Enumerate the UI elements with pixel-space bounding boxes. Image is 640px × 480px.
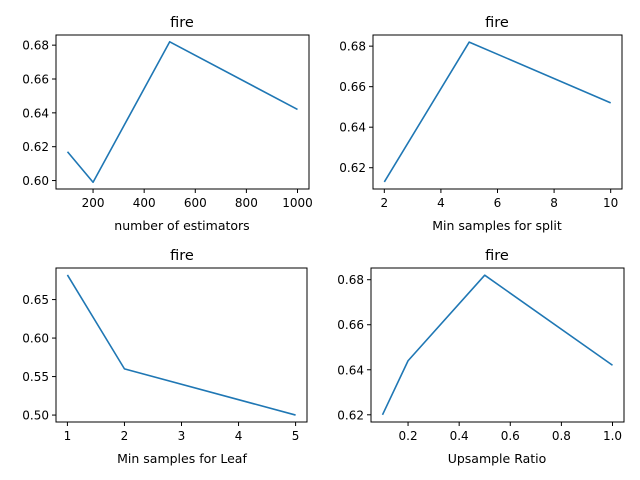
subplot-min-leaf: 1 2 3 4 5 0.50 0.55 0.60 0.65 fire Min samples f… xyxy=(22,248,308,466)
subplot-min-split: 2 4 6 8 10 0.62 0.64 0.66 0.68 fire Min samples … xyxy=(339,15,623,233)
y-tick-label-4-3: 0.68 xyxy=(337,273,364,287)
x-tick-label-3-3: 4 xyxy=(235,429,243,443)
axes-frame-1 xyxy=(55,34,310,190)
y-tick-label-2-1: 0.64 xyxy=(339,121,366,135)
series-line-3 xyxy=(66,274,296,416)
x-axis-label-1: number of estimators xyxy=(114,218,249,233)
y-tick-label-2-0: 0.62 xyxy=(339,161,366,175)
y-tick-label-3-0: 0.50 xyxy=(22,409,49,423)
x-tick-label-2-4: 10 xyxy=(603,196,618,210)
x-tick-label-4-3: 0.8 xyxy=(552,429,571,443)
plot-area-1: 200 400 600 800 1000 0.60 0.62 0.64 0.66 0.68 xyxy=(22,34,313,210)
series-line-4 xyxy=(381,274,613,416)
y-tick-label-1-4: 0.68 xyxy=(22,39,49,53)
plot-area-2: 2 4 6 8 10 0.62 0.64 0.66 0.68 xyxy=(339,34,623,210)
series-line-1 xyxy=(66,40,298,184)
chart-title-3: fire xyxy=(170,248,194,264)
y-tick-label-1-3: 0.66 xyxy=(22,73,49,87)
x-tick-label-2-1: 4 xyxy=(437,196,445,210)
x-tick-label-3-1: 2 xyxy=(121,429,129,443)
y-tick-label-3-1: 0.55 xyxy=(22,370,49,384)
x-axis-label-3: Min samples for Leaf xyxy=(117,451,247,466)
y-tick-label-1-2: 0.64 xyxy=(22,106,49,120)
plot-area-3: 1 2 3 4 5 0.50 0.55 0.60 0.65 xyxy=(22,267,308,443)
x-tick-label-4-4: 1.0 xyxy=(603,429,622,443)
y-tick-label-1-1: 0.62 xyxy=(22,140,49,154)
subplot-estimators: 200 400 600 800 1000 0.60 0.62 0.64 0.66 0.68 fir… xyxy=(22,15,312,233)
chart-title-4: fire xyxy=(485,248,509,264)
y-tick-label-1-0: 0.60 xyxy=(22,174,49,188)
x-tick-label-1-1: 400 xyxy=(133,196,156,210)
axes-frame-4 xyxy=(370,267,625,423)
x-tick-label-4-0: 0.2 xyxy=(399,429,418,443)
chart-title-1: fire xyxy=(170,15,194,31)
x-tick-label-1-3: 800 xyxy=(235,196,258,210)
y-tick-label-4-2: 0.66 xyxy=(337,318,364,332)
x-tick-label-4-1: 0.4 xyxy=(450,429,469,443)
x-tick-label-2-2: 6 xyxy=(494,196,502,210)
x-axis-label-4: Upsample Ratio xyxy=(448,451,547,466)
x-tick-label-1-4: 1000 xyxy=(282,196,313,210)
y-tick-label-3-3: 0.65 xyxy=(22,293,49,307)
x-tick-label-3-2: 3 xyxy=(178,429,186,443)
x-tick-label-1-2: 600 xyxy=(184,196,207,210)
y-tick-label-3-2: 0.60 xyxy=(22,332,49,346)
x-tick-label-2-0: 2 xyxy=(380,196,388,210)
subplot-upsample: 0.2 0.4 0.6 0.8 1.0 0.62 0.64 0.66 0.68 fire Ups… xyxy=(337,248,625,466)
y-tick-label-2-3: 0.68 xyxy=(339,40,366,54)
y-tick-label-4-0: 0.62 xyxy=(337,408,364,422)
x-tick-label-1-0: 200 xyxy=(82,196,105,210)
x-tick-label-2-3: 8 xyxy=(550,196,558,210)
series-line-2 xyxy=(383,41,611,183)
chart-title-2: fire xyxy=(485,15,509,31)
y-tick-label-2-2: 0.66 xyxy=(339,80,366,94)
x-axis-label-2: Min samples for split xyxy=(432,218,562,233)
x-tick-label-4-2: 0.6 xyxy=(501,429,520,443)
x-tick-label-3-4: 5 xyxy=(292,429,300,443)
plot-area-4: 0.2 0.4 0.6 0.8 1.0 0.62 0.64 0.66 0.68 xyxy=(337,267,625,443)
x-tick-label-3-0: 1 xyxy=(64,429,72,443)
y-tick-label-4-1: 0.64 xyxy=(337,363,364,377)
